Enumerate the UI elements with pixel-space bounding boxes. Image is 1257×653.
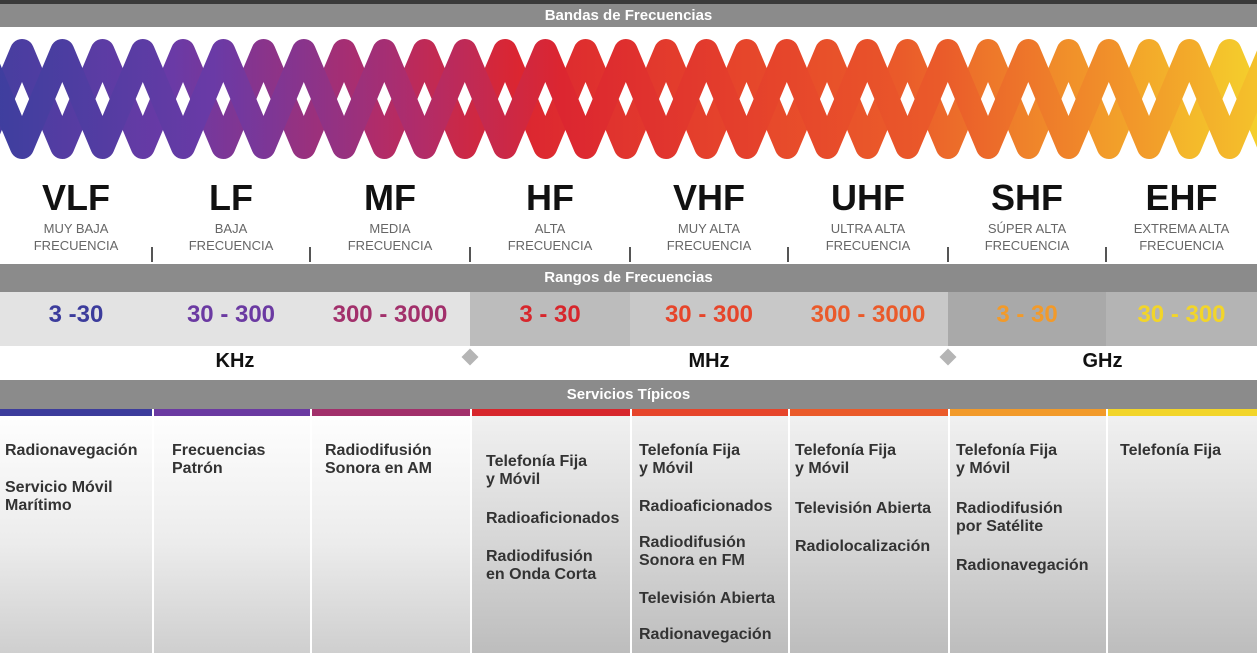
bands-title: Bandas de Frecuencias [544,7,713,24]
band-divider [151,247,153,262]
band-label-line2: FRECUENCIA [1139,238,1224,253]
services-column-ehf: Telefonía Fija [1106,409,1257,653]
range-hf: 3 - 30 [470,292,630,346]
service-item: Telefonía Fija y Móvil [956,442,1058,477]
services-column-lf: Frecuencias Patrón [152,409,310,653]
service-item: Televisión Abierta [795,500,932,517]
color-strip [472,409,630,416]
service-item: Radiolocalización [795,538,931,555]
services-column-uhf: Telefonía Fija y Móvil Televisión Abiert… [788,409,948,653]
service-item: Radionavegación [5,442,138,459]
band-vlf: VLF MUY BAJA FRECUENCIA [0,172,152,264]
unit-ghz: GHz [1082,350,1123,372]
band-hf: HF ALTA FRECUENCIA [470,172,630,264]
unit-mhz: MHz [688,350,730,372]
band-divider [309,247,311,262]
services-column-vlf: Radionavegación Servicio Móvil Marítimo [0,409,152,653]
band-label-line1: ALTA [534,221,566,236]
color-strip [1108,409,1257,416]
service-item: Radioaficionados [639,498,773,515]
services-title: Servicios Típicos [566,386,691,403]
service-item: Telefonía Fija y Móvil [486,453,588,488]
color-strip [154,409,310,416]
band-divider [1105,247,1107,262]
band-abbr: SHF [991,177,1063,218]
band-uhf: UHF ULTRA ALTA FRECUENCIA [788,172,948,264]
services-column-vhf: Telefonía Fija y Móvil Radioaficionados … [630,409,788,653]
services-title-bar: Servicios Típicos [0,380,1257,409]
band-label-line2: FRECUENCIA [33,238,119,253]
service-item: Radiodifusión en Onda Corta [486,548,597,583]
ranges-title-bar: Rangos de Frecuencias [0,264,1257,292]
range-vlf: 3 -30 [0,292,152,346]
band-lf: LF BAJA FRECUENCIA [152,172,310,264]
color-strip [950,409,1106,416]
service-item: Radionavegación [956,557,1089,574]
band-divider [469,247,471,262]
top-border [0,0,1257,4]
band-label-line1: MUY ALTA [677,221,741,236]
band-abbr: LF [209,177,253,218]
color-strip [312,409,470,416]
bands-title-bar: Bandas de Frecuencias [0,4,1257,27]
range-ehf: 30 - 300 [1106,292,1257,346]
band-label-line2: FRECUENCIA [825,238,911,253]
band-label-line1: MEDIA [369,221,411,236]
services-column-mf: Radiodifusión Sonora en AM [310,409,470,653]
band-label-line2: FRECUENCIA [507,238,593,253]
service-item: Servicio Móvil Marítimo [5,479,113,514]
ranges-title: Rangos de Frecuencias [544,269,713,286]
range-mf: 300 - 3000 [310,292,470,346]
band-abbr: VHF [673,177,745,218]
band-shf: SHF SÚPER ALTA FRECUENCIA [948,172,1106,264]
band-abbr: HF [526,177,574,218]
services-column-hf: Telefonía Fija y Móvil Radioaficionados … [470,409,630,653]
units-row [0,346,1257,380]
service-item: Radionavegación [639,626,772,643]
band-abbr: EHF [1145,177,1218,218]
service-item: Radiodifusión Sonora en AM [325,442,432,477]
service-item: Frecuencias Patrón [172,442,266,477]
color-strip [632,409,788,416]
band-label-line2: FRECUENCIA [347,238,433,253]
service-item: Radioaficionados [486,510,620,527]
band-label-line2: FRECUENCIA [666,238,752,253]
band-label-line1: ULTRA ALTA [830,221,906,236]
band-abbr: VLF [42,177,110,218]
band-divider [787,247,789,262]
band-label-line1: EXTREMA ALTA [1133,221,1230,236]
frequency-wave-graphic [0,39,1257,159]
range-uhf: 300 - 3000 [788,292,948,346]
band-vhf: VHF MUY ALTA FRECUENCIA [630,172,788,264]
service-item: Radiodifusión Sonora en FM [639,534,746,569]
color-strip [790,409,948,416]
band-label-line1: SÚPER ALTA [987,221,1067,236]
range-lf: 30 - 300 [152,292,310,346]
range-shf: 3 - 30 [948,292,1106,346]
band-label-line2: FRECUENCIA [188,238,274,253]
band-label-line1: BAJA [214,221,248,236]
color-strip [0,409,152,416]
band-abbr: MF [364,177,416,218]
service-item: Telefonía Fija y Móvil [639,442,741,477]
band-divider [947,247,949,262]
band-label-line2: FRECUENCIA [984,238,1070,253]
band-mf: MF MEDIA FRECUENCIA [310,172,470,264]
services-column-shf: Telefonía Fija y Móvil Radiodifusión por… [948,409,1106,653]
unit-khz: KHz [215,350,255,372]
service-item: Televisión Abierta [639,590,776,607]
band-divider [629,247,631,262]
band-label-line1: MUY BAJA [43,221,109,236]
band-ehf: EHF EXTREMA ALTA FRECUENCIA [1106,172,1257,264]
range-vhf: 30 - 300 [630,292,788,346]
service-item: Telefonía Fija [1120,442,1222,459]
service-item: Radiodifusión por Satélite [956,500,1063,535]
wave-strand-a [0,39,1257,159]
wave-strand-b [0,39,1257,159]
service-item: Telefonía Fija y Móvil [795,442,897,477]
band-abbr: UHF [831,177,905,218]
